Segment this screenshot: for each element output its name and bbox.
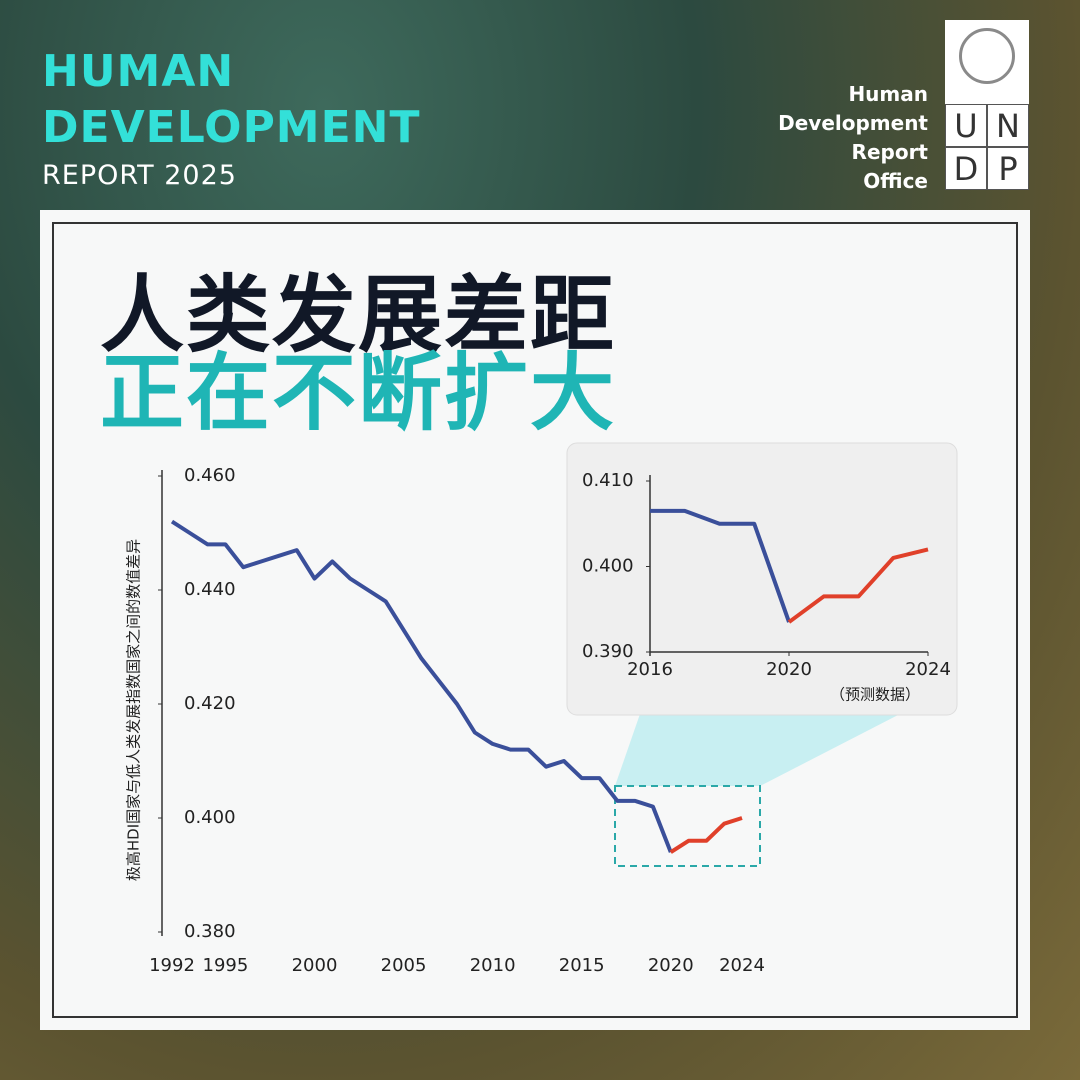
y-axis-label: 极高HDI国家与低人类发展指数国家之间的数值差异 <box>125 539 143 881</box>
zoom-box <box>614 785 761 867</box>
y-tick-label: 0.400 <box>582 556 634 577</box>
data-line <box>787 547 929 624</box>
office-line: Human <box>848 82 928 106</box>
logo-letter: P <box>987 147 1029 190</box>
logo-letter: N <box>987 104 1029 147</box>
y-tick-label: 0.390 <box>582 641 634 662</box>
logo-letters: U N D P <box>945 104 1029 190</box>
x-tick-label: 2005 <box>381 955 427 976</box>
zoom-wedge <box>615 714 900 786</box>
report-title: DEVELOPMENT <box>42 102 421 153</box>
x-tick-label: 2020 <box>766 659 812 680</box>
x-tick-label: 2020 <box>648 955 694 976</box>
office-name: Human Development Report Office <box>778 80 928 196</box>
logo-letter: U <box>945 104 987 147</box>
report-subtitle: REPORT 2025 <box>42 160 237 191</box>
headline: 人类发展差距 <box>100 266 617 364</box>
x-tick-label: 2000 <box>292 955 338 976</box>
office-line: Report <box>851 140 928 164</box>
office-line: Development <box>778 111 928 135</box>
annotation: （预测数据） <box>830 686 920 704</box>
x-tick-label: 2015 <box>559 955 605 976</box>
headline: 正在不断扩大 <box>100 344 617 442</box>
y-tick-label: 0.400 <box>184 807 236 828</box>
x-tick-label: 2010 <box>470 955 516 976</box>
y-tick-label: 0.410 <box>582 470 634 491</box>
undp-logo: U N D P <box>945 20 1029 190</box>
data-line <box>170 519 673 853</box>
data-line <box>650 508 791 623</box>
logo-letter: D <box>945 147 987 190</box>
logo-emblem <box>959 28 1015 84</box>
y-tick-label: 0.380 <box>184 921 236 942</box>
x-tick-label: 2024 <box>719 955 765 976</box>
x-tick-label: 2016 <box>627 659 673 680</box>
y-tick-label: 0.460 <box>184 465 236 486</box>
y-tick-label: 0.440 <box>184 579 236 600</box>
panel-border <box>52 222 1018 1018</box>
office-line: Office <box>863 169 928 193</box>
y-tick-label: 0.420 <box>184 693 236 714</box>
data-line <box>669 816 743 854</box>
report-title: HUMAN <box>42 46 235 97</box>
x-tick-label: 1995 <box>203 955 249 976</box>
x-tick-label: 1992 <box>149 955 195 976</box>
x-tick-label: 2024 <box>905 659 951 680</box>
